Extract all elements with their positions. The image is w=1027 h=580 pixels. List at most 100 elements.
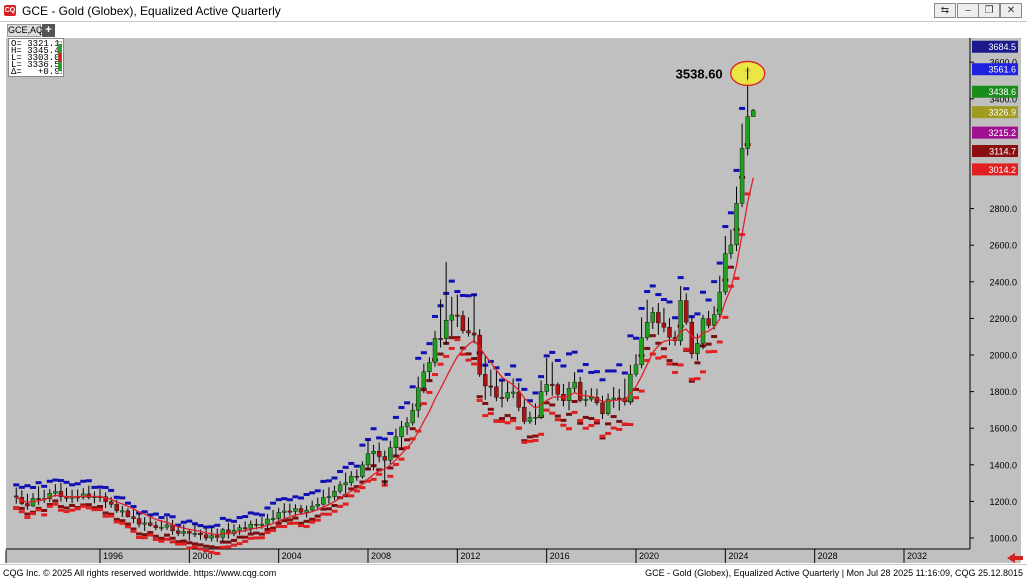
candle-body bbox=[421, 371, 427, 389]
band-marker bbox=[677, 363, 684, 367]
restore-button[interactable]: ❐ bbox=[978, 3, 1000, 18]
band-marker bbox=[152, 537, 159, 541]
price-tick-label: 3400.0 bbox=[989, 94, 1017, 104]
candle-body bbox=[254, 523, 259, 526]
band-marker bbox=[432, 373, 438, 377]
band-marker bbox=[325, 479, 332, 483]
candle-body bbox=[187, 531, 192, 534]
band-marker bbox=[571, 410, 578, 414]
candle-body bbox=[354, 475, 360, 478]
band-marker bbox=[309, 517, 316, 521]
price-tick-label: 2000.0 bbox=[989, 351, 1017, 361]
band-marker bbox=[638, 389, 645, 393]
band-marker bbox=[359, 480, 366, 484]
band-marker bbox=[404, 401, 411, 405]
band-marker bbox=[415, 356, 422, 360]
band-marker bbox=[649, 334, 656, 338]
candle-body bbox=[533, 416, 538, 419]
candle-body bbox=[114, 504, 119, 512]
candle-body bbox=[689, 321, 695, 355]
band-marker bbox=[158, 516, 165, 520]
band-marker bbox=[286, 498, 293, 502]
band-marker bbox=[24, 515, 31, 519]
price-tag bbox=[972, 85, 1018, 98]
price-tag-label: 3014.2 bbox=[988, 165, 1016, 175]
band-marker bbox=[409, 427, 416, 431]
band-marker bbox=[175, 542, 182, 546]
add-tab-button[interactable]: + bbox=[42, 24, 55, 37]
close-button[interactable]: ✕ bbox=[1000, 3, 1022, 18]
band-marker bbox=[487, 412, 494, 416]
band-marker bbox=[292, 516, 299, 520]
band-marker bbox=[666, 359, 673, 363]
band-marker bbox=[459, 346, 466, 350]
scroll-right-arrow-icon[interactable] bbox=[1007, 553, 1023, 563]
chart-area[interactable] bbox=[6, 38, 1021, 563]
band-marker bbox=[571, 400, 578, 404]
band-marker bbox=[169, 536, 176, 540]
band-marker bbox=[186, 546, 193, 550]
band-marker bbox=[325, 507, 332, 511]
candle-body bbox=[120, 510, 125, 513]
band-marker bbox=[420, 402, 427, 406]
tab-gce-aq[interactable]: GCE,AQ bbox=[7, 24, 44, 37]
band-marker bbox=[264, 531, 271, 535]
band-marker bbox=[203, 544, 210, 548]
band-marker bbox=[655, 293, 662, 297]
band-marker bbox=[353, 464, 360, 468]
candle-body bbox=[494, 386, 499, 398]
candle-body bbox=[53, 491, 58, 494]
band-marker bbox=[532, 391, 539, 395]
band-marker bbox=[158, 539, 165, 543]
band-marker bbox=[616, 427, 623, 431]
band-marker bbox=[275, 498, 282, 502]
candle-body bbox=[745, 116, 750, 149]
candle-body bbox=[466, 330, 471, 334]
band-marker bbox=[437, 352, 444, 356]
band-marker bbox=[169, 540, 176, 544]
time-tick-label: 2000 bbox=[192, 551, 212, 561]
band-marker bbox=[683, 347, 690, 351]
band-marker bbox=[426, 390, 433, 394]
candle-body bbox=[583, 398, 588, 401]
time-tick-label: 1996 bbox=[103, 551, 123, 561]
candle-body bbox=[242, 527, 248, 530]
band-marker bbox=[130, 527, 137, 531]
band-marker bbox=[476, 395, 483, 399]
band-marker bbox=[532, 434, 539, 438]
band-marker bbox=[577, 418, 584, 422]
band-marker bbox=[633, 336, 639, 340]
band-marker bbox=[616, 419, 623, 423]
band-marker bbox=[655, 341, 662, 345]
band-marker bbox=[208, 525, 215, 529]
price-tag-label: 3215.2 bbox=[988, 128, 1016, 138]
tab-bar: GCE,AQ + bbox=[0, 22, 1027, 38]
candle-body bbox=[751, 110, 756, 117]
band-marker bbox=[437, 362, 444, 366]
band-marker bbox=[532, 438, 539, 442]
status-bar: CQG Inc. © 2025 All rights reserved worl… bbox=[0, 564, 1027, 580]
band-marker bbox=[638, 306, 645, 310]
band-marker bbox=[314, 489, 321, 493]
link-icon[interactable]: ⇆ bbox=[934, 3, 956, 18]
price-tag-label: 3684.5 bbox=[988, 42, 1016, 52]
band-marker bbox=[281, 497, 288, 501]
band-marker bbox=[348, 461, 355, 465]
band-marker bbox=[46, 504, 53, 508]
band-marker bbox=[499, 417, 505, 421]
candle-body bbox=[639, 337, 644, 365]
candle-body bbox=[711, 314, 717, 326]
candle-body bbox=[365, 453, 371, 466]
band-marker bbox=[298, 524, 304, 528]
band-marker bbox=[588, 417, 595, 421]
band-marker bbox=[387, 474, 394, 478]
band-marker bbox=[454, 338, 461, 342]
band-marker bbox=[197, 543, 204, 547]
candle-body bbox=[371, 450, 376, 455]
band-marker bbox=[409, 385, 416, 389]
band-marker bbox=[605, 369, 612, 373]
band-marker bbox=[74, 507, 81, 511]
candle-body bbox=[505, 392, 510, 399]
candle-body bbox=[265, 518, 270, 525]
